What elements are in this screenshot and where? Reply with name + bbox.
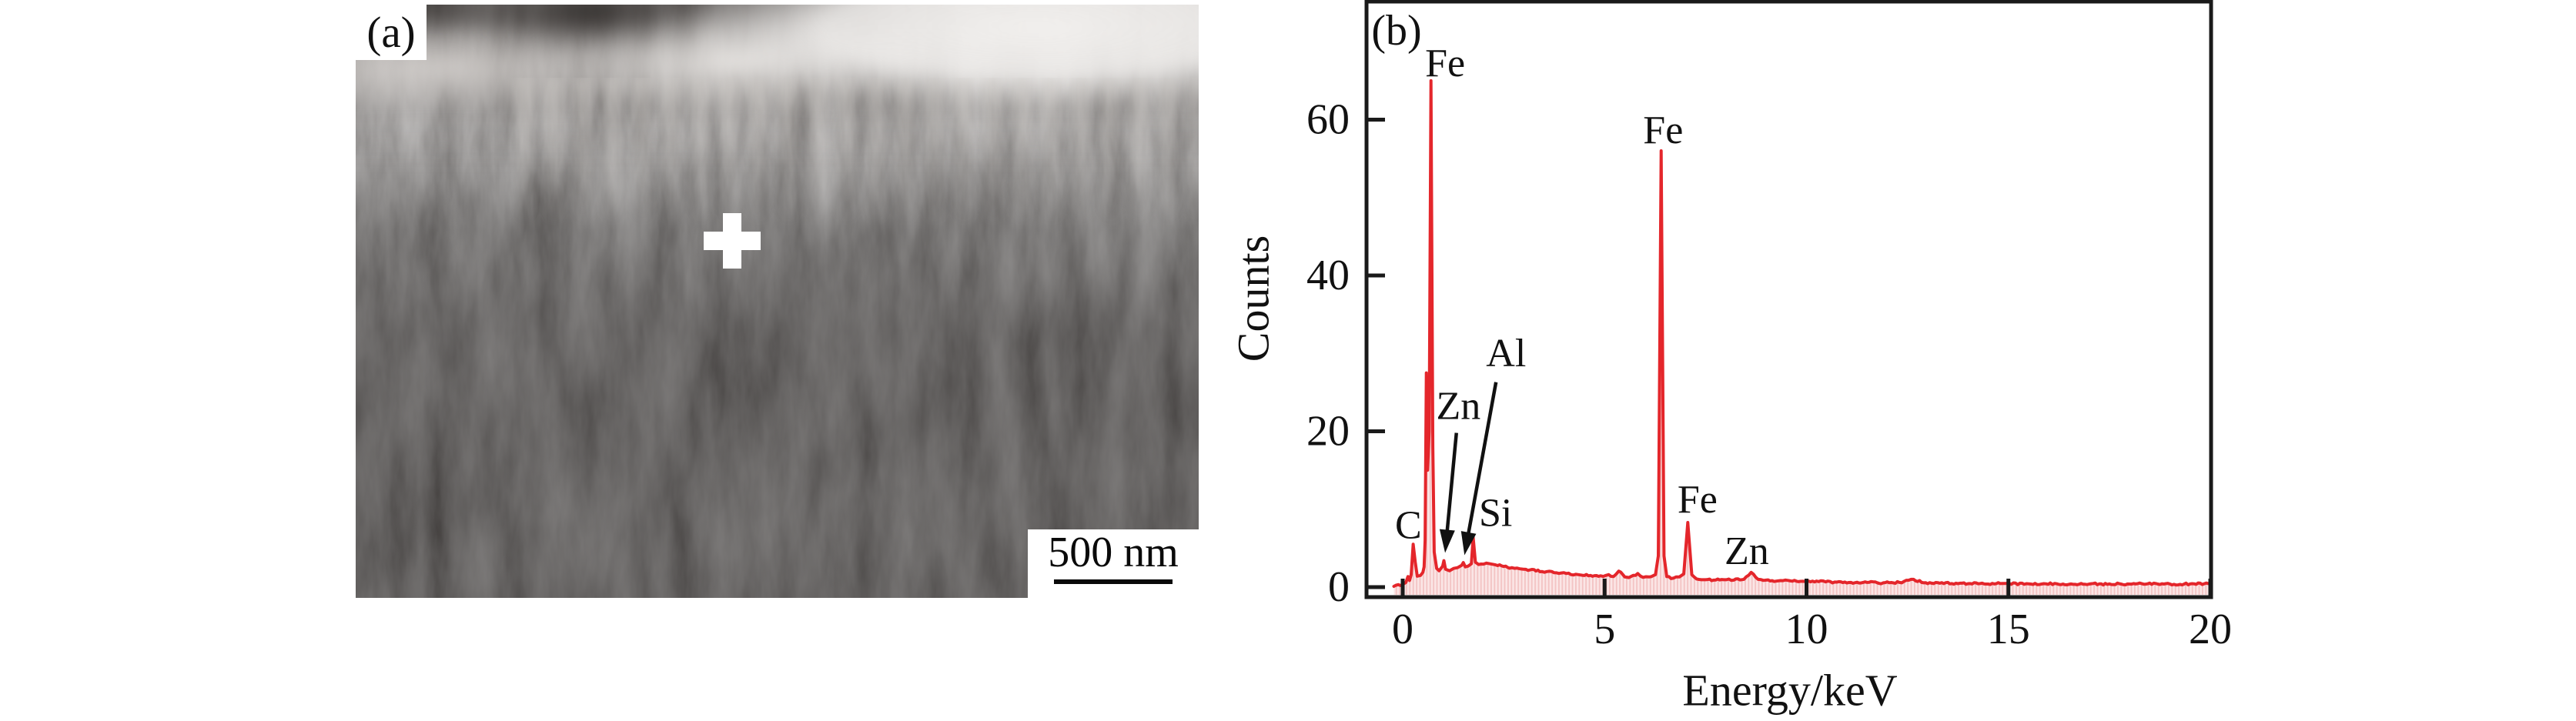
micrograph-bright-surface-band <box>356 5 1199 212</box>
x-tick-label: 10 <box>1785 606 1828 653</box>
y-axis-title: Counts <box>1229 235 1279 362</box>
y-tick-label: 0 <box>1328 563 1350 611</box>
x-tick-label: 5 <box>1594 606 1615 653</box>
panel-a-micrograph: (a) 500 nm <box>356 5 1199 598</box>
x-tick-label: 20 <box>2189 606 2232 653</box>
annotation-arrow-line <box>1445 432 1458 533</box>
peak-label-fe: Fe <box>1643 108 1683 152</box>
scale-bar-line <box>1054 579 1173 584</box>
peak-label-zn: Zn <box>1436 385 1480 429</box>
x-tick-label: 0 <box>1392 606 1413 653</box>
panel-a-label: (a) <box>366 8 416 57</box>
annotation-arrow-line <box>1466 382 1498 536</box>
annotation-arrow-head <box>1460 531 1477 556</box>
peak-label-c: C <box>1395 504 1422 548</box>
peak-label-al: Al <box>1486 332 1526 376</box>
peak-label-si: Si <box>1479 491 1512 535</box>
panel-a-label-box: (a) <box>356 5 427 60</box>
y-tick-label: 20 <box>1306 408 1350 456</box>
micrograph-columnar-streaks <box>507 78 1199 239</box>
scale-bar-text: 500 nm <box>1048 529 1179 576</box>
peak-label-zn: Zn <box>1725 529 1769 573</box>
scale-bar-box: 500 nm <box>1028 529 1199 598</box>
peak-label-fe: Fe <box>1425 42 1465 85</box>
spectrum-line <box>1392 78 2212 588</box>
annotation-arrow-head <box>1439 529 1455 553</box>
x-tick-label: 15 <box>1987 606 2030 653</box>
plot-frame <box>1364 0 2213 599</box>
y-tick-label: 40 <box>1306 252 1350 299</box>
y-tick-label: 60 <box>1306 96 1350 144</box>
peak-label-fe: Fe <box>1678 478 1718 522</box>
x-axis-title: Energy/keV <box>1682 666 1897 716</box>
panel-b-eds-spectrum-chart: 0 5 10 15 200204060Energy/keVCounts(b)FeFeFe… <box>1229 0 2232 716</box>
panel-b-label: (b) <box>1371 7 1421 55</box>
